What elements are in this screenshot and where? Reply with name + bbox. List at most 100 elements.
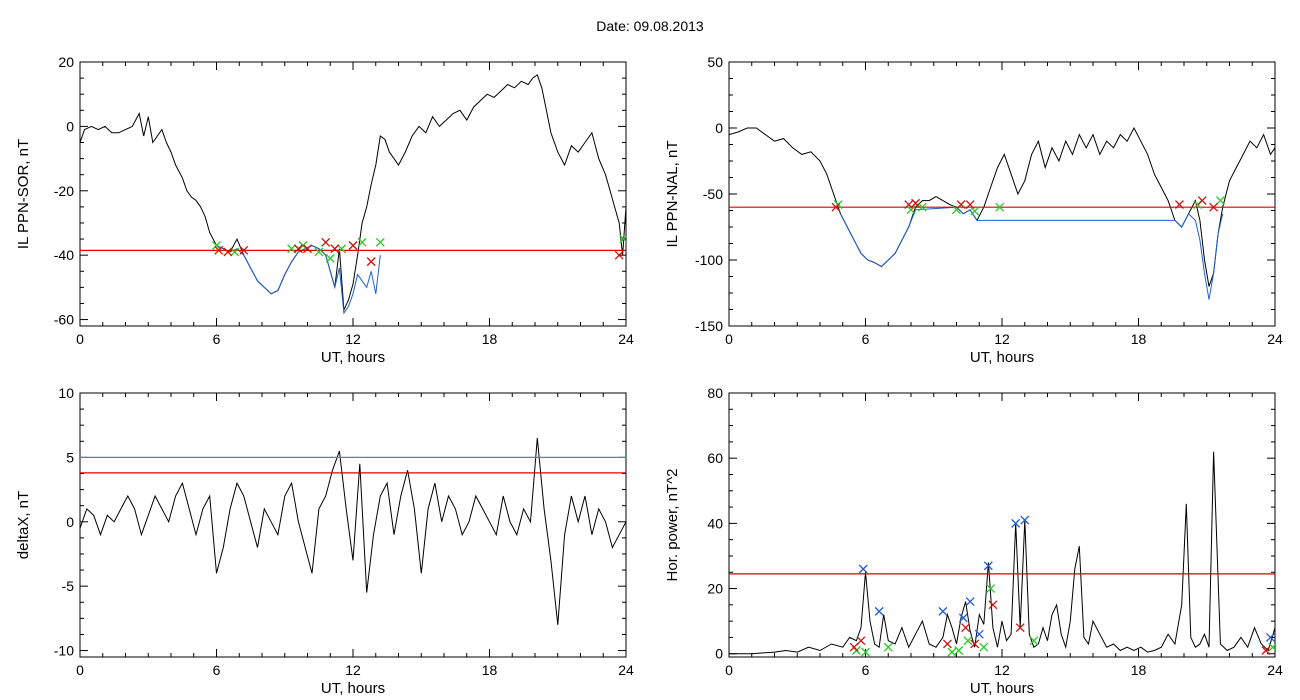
plot-frame bbox=[728, 61, 1276, 327]
green-x-marker bbox=[979, 642, 989, 652]
blue-x-marker bbox=[858, 564, 868, 574]
plot-area bbox=[80, 74, 626, 315]
red-x-marker bbox=[849, 642, 859, 652]
blue-x-marker bbox=[1011, 518, 1021, 528]
green-x-marker bbox=[375, 237, 385, 247]
green-x-marker bbox=[1215, 196, 1225, 206]
x-axis-title: UT, hours bbox=[321, 680, 385, 697]
x-tick-label: 12 bbox=[994, 662, 1010, 678]
red-x-marker bbox=[904, 200, 914, 210]
green-x-marker bbox=[906, 205, 916, 215]
x-tick-label: 12 bbox=[345, 331, 361, 347]
y-tick-label: -100 bbox=[695, 252, 723, 268]
red-x-marker bbox=[293, 244, 303, 254]
x-tick-label: 6 bbox=[213, 331, 221, 347]
red-x-marker bbox=[970, 639, 980, 649]
plot-frame bbox=[79, 61, 627, 327]
y-tick-label: 0 bbox=[715, 646, 723, 662]
series-line bbox=[80, 74, 626, 312]
plot-area bbox=[80, 438, 626, 625]
green-x-marker bbox=[357, 237, 367, 247]
red-x-marker bbox=[321, 237, 331, 247]
y-tick-label: 50 bbox=[707, 54, 723, 70]
x-tick-label: 18 bbox=[482, 662, 498, 678]
series-line bbox=[80, 438, 626, 625]
red-x-marker bbox=[1015, 623, 1025, 633]
red-x-marker bbox=[956, 200, 966, 210]
blue-x-marker bbox=[974, 629, 984, 639]
green-x-marker bbox=[995, 202, 1005, 212]
red-x-marker bbox=[1261, 646, 1271, 655]
red-x-marker bbox=[911, 198, 921, 208]
green-x-marker bbox=[861, 647, 870, 657]
x-tick-label: 18 bbox=[1131, 331, 1147, 347]
y-axis-title: IL PPN-NAL, nT bbox=[664, 141, 681, 248]
red-x-marker bbox=[214, 245, 224, 255]
red-x-marker bbox=[856, 636, 866, 646]
y-tick-label: -20 bbox=[54, 183, 74, 199]
green-x-marker bbox=[986, 584, 996, 594]
series-line bbox=[729, 451, 1275, 655]
x-tick-label: 24 bbox=[1267, 662, 1283, 678]
green-x-marker bbox=[619, 234, 626, 244]
green-x-marker bbox=[917, 202, 927, 212]
blue-x-marker bbox=[965, 597, 975, 607]
y-tick-label: -5 bbox=[62, 578, 75, 594]
chart-panel-il-ppn-nal: 0 6 12 18 24 -150 -100 -50 0 50 UT, hours IL PPN-NA… bbox=[664, 54, 1283, 366]
x-tick-label: 24 bbox=[1267, 331, 1283, 347]
green-x-marker bbox=[337, 244, 347, 254]
green-x-marker bbox=[298, 241, 308, 250]
y-axis-title: deltaX, nT bbox=[15, 491, 32, 559]
x-tick-label: 0 bbox=[76, 331, 84, 347]
blue-x-marker bbox=[874, 606, 884, 616]
x-tick-label: 18 bbox=[1131, 662, 1147, 678]
x-tick-label: 6 bbox=[862, 331, 870, 347]
y-tick-label: 0 bbox=[66, 118, 74, 134]
y-axis-title: IL PPN-SOR, nT bbox=[15, 139, 32, 249]
green-x-marker bbox=[314, 247, 324, 257]
y-axis-title: Hor. power, nT^2 bbox=[664, 469, 681, 582]
blue-x-marker bbox=[1265, 632, 1275, 642]
y-tick-label: 80 bbox=[707, 385, 723, 401]
green-x-marker bbox=[1268, 642, 1275, 652]
y-tick-label: -50 bbox=[703, 186, 723, 202]
green-x-marker bbox=[287, 244, 297, 254]
y-tick-label: 20 bbox=[58, 54, 74, 70]
y-tick-label: -10 bbox=[54, 643, 74, 659]
x-tick-label: 18 bbox=[482, 331, 498, 347]
green-x-marker bbox=[212, 241, 221, 250]
green-x-marker bbox=[1029, 636, 1039, 646]
red-x-marker bbox=[965, 200, 975, 210]
x-tick-label: 0 bbox=[725, 331, 733, 347]
x-tick-label: 0 bbox=[725, 662, 733, 678]
x-tick-label: 0 bbox=[76, 662, 84, 678]
green-x-marker bbox=[954, 646, 964, 655]
x-tick-label: 6 bbox=[213, 662, 221, 678]
page-title: Date: 09.08.2013 bbox=[596, 18, 704, 34]
x-axis-title: UT, hours bbox=[321, 349, 385, 366]
y-tick-label: 5 bbox=[66, 449, 74, 465]
red-x-marker bbox=[988, 600, 998, 610]
y-tick-label: 40 bbox=[707, 515, 723, 531]
red-x-marker bbox=[614, 250, 624, 260]
y-tick-label: 0 bbox=[66, 514, 74, 530]
red-x-marker bbox=[1174, 200, 1184, 210]
red-x-marker bbox=[942, 639, 952, 649]
green-x-marker bbox=[970, 206, 980, 216]
red-x-marker bbox=[239, 245, 249, 255]
y-tick-label: 20 bbox=[707, 581, 723, 597]
highlight-series-line bbox=[216, 244, 381, 315]
x-tick-label: 6 bbox=[862, 662, 870, 678]
chart-panel-hor-power: 0 6 12 18 24 0 20 40 60 80 UT, hours Hor. power, nT… bbox=[664, 385, 1283, 697]
plot-frame bbox=[79, 392, 627, 658]
x-tick-label: 24 bbox=[618, 662, 634, 678]
x-tick-label: 12 bbox=[994, 331, 1010, 347]
red-x-marker bbox=[961, 623, 971, 633]
blue-x-marker bbox=[983, 561, 993, 571]
y-tick-label: 10 bbox=[58, 385, 74, 401]
red-x-marker bbox=[330, 244, 340, 254]
red-x-marker bbox=[1197, 196, 1207, 206]
red-x-marker bbox=[348, 241, 358, 250]
x-axis-title: UT, hours bbox=[970, 680, 1034, 697]
blue-x-marker bbox=[938, 606, 948, 616]
